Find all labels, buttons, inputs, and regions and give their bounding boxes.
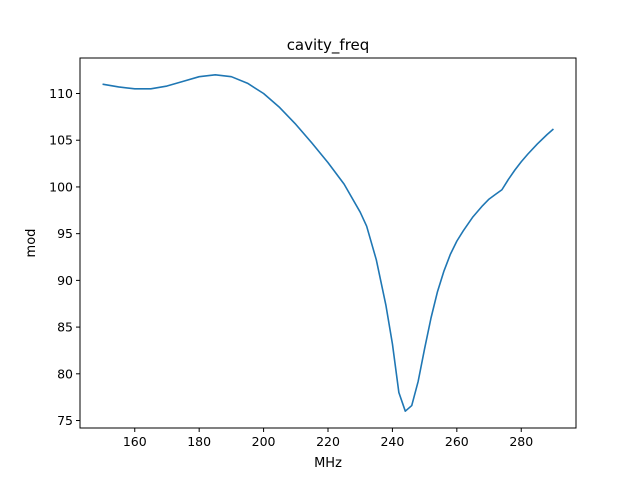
plot-layer — [102, 74, 554, 412]
x-tick-label: 260 — [445, 434, 469, 449]
x-tick-label: 280 — [509, 434, 533, 449]
y-tick-label: 110 — [49, 86, 73, 101]
x-tick-label: 180 — [187, 434, 211, 449]
x-axis-ticks: 160 180 200 220 240 260 280 — [123, 428, 533, 449]
x-tick-label: 220 — [316, 434, 340, 449]
series-line-0 — [102, 74, 554, 412]
y-tick-label: 90 — [57, 273, 73, 288]
y-tick-label: 95 — [57, 226, 73, 241]
x-tick-label: 200 — [252, 434, 276, 449]
y-tick-label: 80 — [57, 366, 73, 381]
y-tick-label: 85 — [57, 320, 73, 335]
y-tick-label: 75 — [57, 413, 73, 428]
y-tick-label: 100 — [49, 179, 73, 194]
x-tick-label: 160 — [123, 434, 147, 449]
x-axis-label: MHz — [314, 456, 342, 471]
y-axis-ticks: 75 80 85 90 95 100 105 110 — [49, 86, 80, 428]
y-axis-label: mod — [24, 229, 39, 258]
x-tick-label: 240 — [380, 434, 404, 449]
chart-title: cavity_freq — [287, 36, 370, 55]
y-tick-label: 105 — [49, 133, 73, 148]
